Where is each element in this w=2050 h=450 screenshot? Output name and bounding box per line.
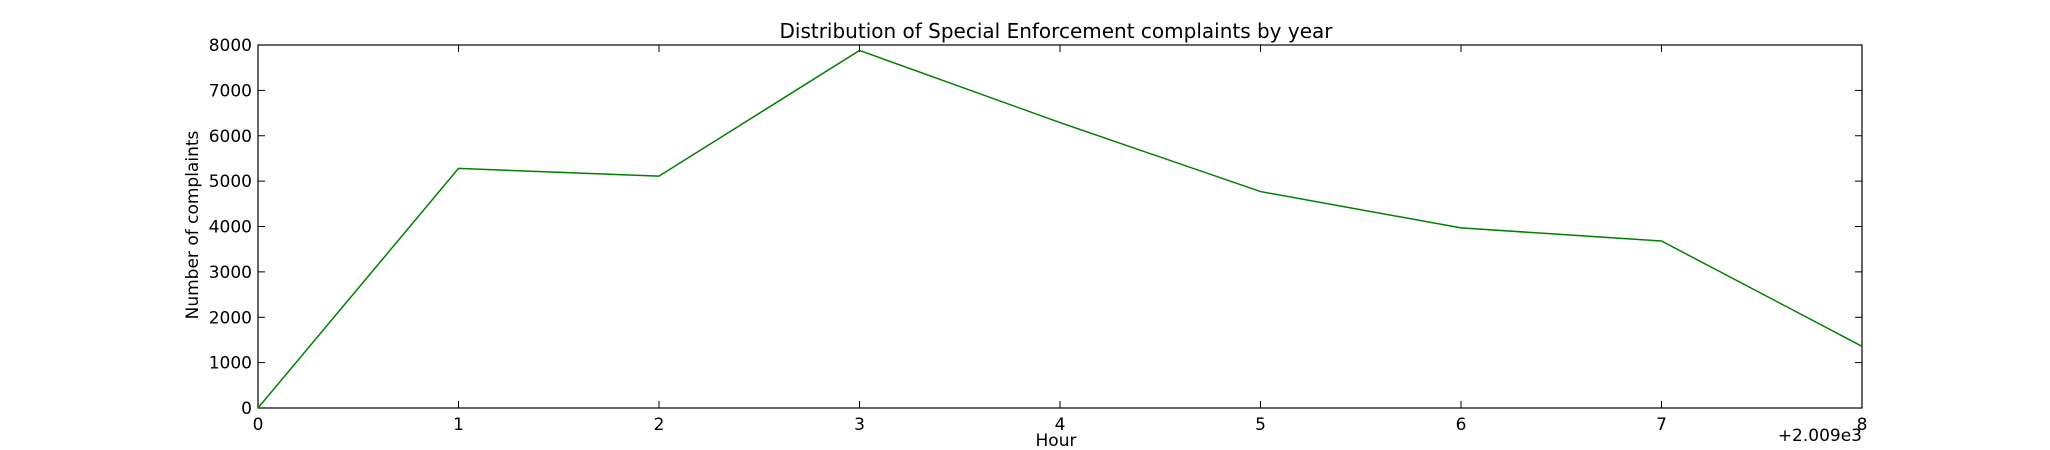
y-tick-label: 0 [241, 399, 252, 419]
x-tick-label: 5 [1255, 415, 1266, 435]
x-tick-label: 8 [1857, 415, 1868, 435]
y-axis-label: Number of complaints [183, 130, 203, 319]
y-tick-label: 1000 [209, 354, 252, 374]
y-tick-label: 5000 [209, 172, 252, 192]
x-tick-label: 4 [1055, 415, 1066, 435]
y-tick-label: 8000 [209, 36, 252, 56]
x-tick-label: 7 [1656, 415, 1667, 435]
x-tick-label: 6 [1456, 415, 1467, 435]
plot-frame [257, 44, 1863, 409]
x-tick-label: 0 [253, 415, 264, 435]
x-axis-offset-label: +2.009e3 [1778, 426, 1862, 446]
chart-title: Distribution of Special Enforcement comp… [779, 19, 1333, 43]
x-tick-label: 1 [453, 415, 464, 435]
y-tick-label: 7000 [209, 81, 252, 101]
y-tick-label: 3000 [209, 263, 252, 283]
y-tick-label: 6000 [209, 127, 252, 147]
series-line [257, 49, 1863, 409]
x-tick-label: 2 [654, 415, 665, 435]
x-tick-label: 3 [854, 415, 865, 435]
x-axis-label: Hour [1036, 431, 1077, 450]
y-tick-label: 2000 [209, 308, 252, 328]
y-tick-label: 4000 [209, 218, 252, 238]
plot-area: 0 1 2 3 4 5 6 7 8 0 1000 2000 3000 4000 5000 6000 7000 80… [209, 36, 1868, 435]
